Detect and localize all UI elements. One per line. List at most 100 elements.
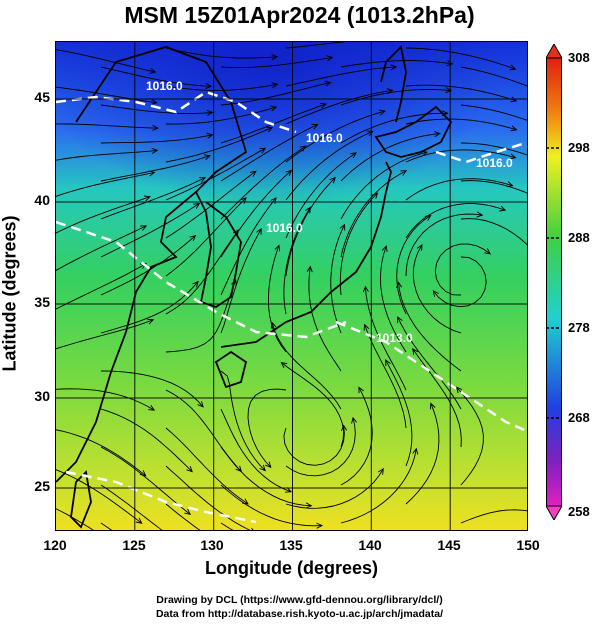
x-tick-label: 120 <box>43 537 67 553</box>
streamline-arrowhead <box>339 223 346 231</box>
streamline <box>100 408 193 473</box>
streamline <box>220 170 292 258</box>
streamline-arrowhead <box>350 152 357 159</box>
streamline <box>434 243 491 296</box>
streamline <box>380 245 407 353</box>
streamline <box>460 142 527 156</box>
streamline <box>220 228 262 334</box>
streamline <box>267 245 287 353</box>
lat-lon-grid <box>56 42 527 530</box>
streamline <box>340 60 453 68</box>
streamline <box>285 417 356 477</box>
streamline <box>285 130 373 201</box>
streamline <box>220 197 277 296</box>
contour-1016-central <box>56 220 347 339</box>
streamline <box>165 106 277 125</box>
y-tick-label: 30 <box>34 388 50 404</box>
streamline-arrowhead <box>192 280 199 288</box>
streamline <box>220 408 292 493</box>
contour-1013 <box>335 320 527 433</box>
y-tick-label: 35 <box>34 294 50 310</box>
streamline-arrowhead <box>256 227 262 235</box>
streamline <box>220 124 318 182</box>
streamline <box>405 213 483 277</box>
streamline-arrowhead <box>484 248 492 255</box>
streamline <box>405 178 513 201</box>
streamline <box>340 448 417 524</box>
coastlines <box>56 45 453 529</box>
streamline <box>281 362 345 448</box>
streamline-arrowhead <box>184 508 192 516</box>
streamline-arrowhead <box>311 124 319 130</box>
coast-taiwan <box>70 470 92 529</box>
pressure-contours <box>56 90 527 524</box>
contour-1016-east <box>435 141 527 164</box>
y-tick-label: 40 <box>34 192 50 208</box>
coast-hokkaido <box>374 105 453 158</box>
streamline <box>405 47 516 70</box>
streamline <box>340 170 407 258</box>
streamline <box>165 465 251 530</box>
streamline-arrowhead <box>199 177 207 183</box>
colorbar-gradient <box>546 57 562 507</box>
streamlines <box>56 42 527 530</box>
streamline-arrowhead <box>371 192 379 199</box>
y-tick-label: 25 <box>34 478 50 494</box>
streamline <box>405 118 517 131</box>
colorbar-tick-label: 258 <box>568 504 590 519</box>
streamline-arrowhead <box>509 64 517 71</box>
streamline <box>100 104 213 114</box>
streamline <box>56 319 154 350</box>
streamline-arrowhead <box>412 348 419 355</box>
streamline-arrowhead <box>510 125 518 132</box>
streamline <box>165 197 247 277</box>
streamline <box>460 104 527 121</box>
streamline-arrowhead <box>265 461 272 469</box>
streamline <box>340 133 440 182</box>
streamline-arrowhead <box>299 145 307 152</box>
streamline <box>100 134 213 144</box>
streamline-arrowhead <box>400 170 408 176</box>
streamline-arrowhead <box>270 321 277 329</box>
streamline-arrowhead <box>274 244 281 252</box>
streamline <box>247 388 287 468</box>
streamline-arrowhead <box>197 401 204 408</box>
streamline <box>56 508 94 530</box>
streamline-arrowhead <box>424 214 432 221</box>
streamline-arrowhead <box>351 416 358 424</box>
coast-japan-main <box>220 161 392 348</box>
credit-data: Data from http://database.rish.kyoto-u.a… <box>155 608 444 620</box>
streamline-arrowhead <box>429 402 436 410</box>
streamline-arrowhead <box>205 83 213 90</box>
streamline <box>285 42 347 49</box>
streamline <box>165 503 201 530</box>
contour-label: 1016.0 <box>476 156 513 170</box>
streamline <box>397 316 462 410</box>
streamline-arrowhead <box>270 105 278 112</box>
streamline <box>364 286 407 391</box>
contour-label: 1016.0 <box>146 79 183 93</box>
streamline-arrowhead <box>280 361 288 369</box>
streamline <box>100 177 206 220</box>
streamline-arrowhead <box>259 464 266 472</box>
streamline-arrowhead <box>148 404 156 411</box>
streamline-arrowhead <box>148 170 156 177</box>
x-tick-label: 140 <box>358 537 382 553</box>
streamline <box>271 322 342 410</box>
streamline <box>165 147 266 201</box>
streamline-arrowhead <box>341 424 348 432</box>
credit-drawing: Drawing by DCL (https://www.gfd-dennou.o… <box>156 594 443 606</box>
x-axis-label: Longitude (degrees) <box>204 558 378 578</box>
streamline-arrowhead <box>271 54 279 61</box>
coast-kyushu <box>214 350 248 389</box>
streamline <box>56 196 151 234</box>
streamline <box>396 215 431 315</box>
streamline-arrowhead <box>434 131 441 138</box>
streamline-arrowhead <box>189 235 197 242</box>
streamline <box>460 218 527 246</box>
streamline <box>340 112 448 144</box>
streamline-arrowhead <box>510 96 518 103</box>
contour-1016-south <box>65 470 257 524</box>
coast-continent <box>56 46 248 483</box>
colorbar-tick-label: 308 <box>568 50 590 65</box>
